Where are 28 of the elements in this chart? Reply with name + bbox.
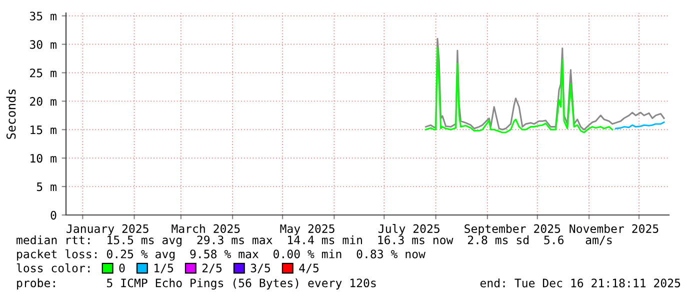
line-series — [425, 38, 665, 130]
x-tick-label: September 2025 — [464, 224, 560, 236]
y-tick-label: 35 m — [30, 12, 56, 20]
text: loss color: — [16, 263, 90, 272]
line-series — [425, 46, 614, 134]
legend-label: 1/5 — [154, 264, 174, 274]
y-axis-title: Seconds — [6, 89, 16, 139]
y-tick-label: 15 m — [30, 126, 56, 134]
y-tick-label: 20 m — [30, 97, 56, 106]
line-series — [614, 121, 665, 130]
y-tick-label: 25 m — [30, 68, 56, 78]
x-tick-label: July 2025 — [378, 224, 440, 236]
y-tick-label: 30 m — [30, 40, 56, 49]
legend-label: 3/5 — [250, 264, 270, 274]
legend-label: 0 — [119, 264, 125, 272]
x-tick-label: January 2025 — [66, 224, 148, 236]
text: probe: 5 ICMP Echo Pings (56 Bytes) every 120s — [17, 278, 376, 290]
text: median rtt: 15.5 ms avg 29.3 ms max 14.4 ms min 16.3 ms now 2.8 ms sd 5.6 am/s — [16, 235, 612, 247]
y-tick-label: 5 m — [36, 182, 56, 192]
y-tick-label: 10 m — [30, 154, 56, 163]
x-tick-label: November 2025 — [570, 224, 658, 234]
x-tick-label: May 2025 — [280, 224, 334, 236]
x-tick-label: March 2025 — [172, 224, 240, 234]
legend-label: 2/5 — [202, 264, 222, 274]
y-tick-label: 0 — [50, 210, 56, 220]
legend-label: 4/5 — [299, 264, 319, 274]
text: end: Tue Dec 16 21:18:11 2025 — [480, 278, 680, 288]
text: packet loss: 0.25 % avg 9.58 % max 0.00 % min 0.83 % now — [17, 249, 426, 261]
